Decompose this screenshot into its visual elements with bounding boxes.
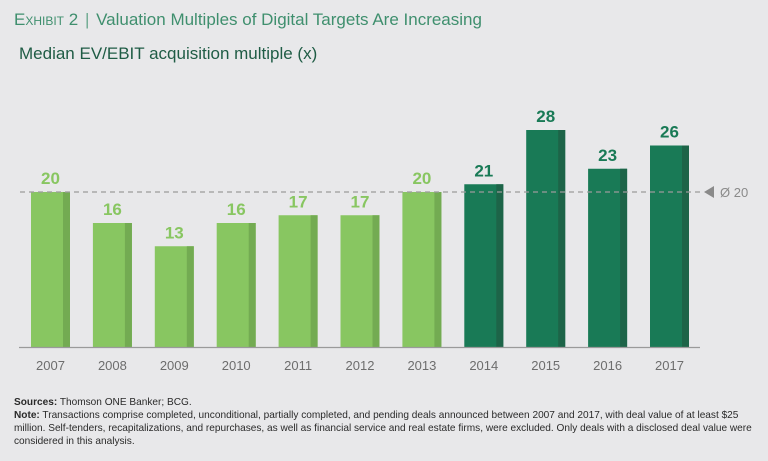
bar-shade bbox=[372, 215, 380, 347]
exhibit-title: Exhibit 2 | Valuation Multiples of Digit… bbox=[14, 10, 482, 30]
data-label-2016: 23 bbox=[598, 146, 617, 165]
x-tick-labels-group: 2007 2008 2009 2010 2011 2012 2013 2014 2015 2016… bbox=[36, 358, 684, 373]
bar-2012 bbox=[340, 215, 380, 347]
note-label: Note: bbox=[14, 410, 40, 421]
x-tick-2007: 2007 bbox=[36, 358, 65, 373]
bar-shade bbox=[248, 223, 256, 347]
x-tick-2010: 2010 bbox=[222, 358, 251, 373]
data-label-2007: 20 bbox=[41, 169, 60, 188]
bar-2015 bbox=[526, 130, 566, 347]
sources-line: Sources: Thomson ONE Banker; BCG. bbox=[14, 396, 759, 409]
exhibit-title-text: Valuation Multiples of Digital Targets A… bbox=[96, 10, 482, 29]
bar-2011 bbox=[278, 215, 318, 347]
bar-shade bbox=[310, 215, 318, 347]
data-label-2015: 28 bbox=[536, 107, 555, 126]
note-text: Transactions comprise completed, uncondi… bbox=[14, 410, 752, 447]
bar-2014 bbox=[464, 184, 504, 347]
average-marker-triangle-icon bbox=[704, 186, 714, 198]
bar-shade bbox=[682, 145, 689, 347]
data-labels-group: 20 16 13 16 17 17 20 21 28 23 26 bbox=[41, 107, 679, 242]
data-label-2009: 13 bbox=[165, 223, 184, 242]
title-separator: | bbox=[84, 10, 90, 29]
data-label-2008: 16 bbox=[103, 200, 122, 219]
note-line: Note: Transactions comprise completed, u… bbox=[14, 409, 759, 448]
bar-shade bbox=[63, 192, 70, 347]
bars-group bbox=[31, 130, 689, 347]
bar-2007 bbox=[31, 192, 70, 347]
data-label-2010: 16 bbox=[227, 200, 246, 219]
bar-2016 bbox=[588, 168, 628, 347]
bar-2013 bbox=[402, 192, 442, 347]
x-tick-2016: 2016 bbox=[593, 358, 622, 373]
footnotes: Sources: Thomson ONE Banker; BCG. Note: … bbox=[14, 396, 759, 448]
x-tick-2008: 2008 bbox=[98, 358, 127, 373]
chart-subtitle: Median EV/EBIT acquisition multiple (x) bbox=[19, 44, 318, 63]
data-label-2013: 20 bbox=[412, 169, 431, 188]
data-label-2012: 17 bbox=[351, 192, 370, 211]
exhibit-label: Exhibit 2 bbox=[14, 10, 79, 29]
bar-shade bbox=[124, 223, 132, 347]
sources-label: Sources: bbox=[14, 397, 58, 408]
sources-text: Thomson ONE Banker; BCG. bbox=[57, 397, 192, 408]
x-tick-2012: 2012 bbox=[346, 358, 375, 373]
bar-shade bbox=[496, 184, 504, 347]
bar-2017 bbox=[650, 145, 689, 347]
x-tick-2009: 2009 bbox=[160, 358, 189, 373]
data-label-2014: 21 bbox=[474, 161, 493, 180]
bar-shade bbox=[620, 168, 628, 347]
x-tick-2015: 2015 bbox=[531, 358, 560, 373]
bar-2008 bbox=[92, 223, 132, 347]
bar-2009 bbox=[154, 246, 194, 347]
data-label-2017: 26 bbox=[660, 123, 679, 142]
x-tick-2013: 2013 bbox=[407, 358, 436, 373]
x-tick-2014: 2014 bbox=[469, 358, 498, 373]
average-reference-label: Ø 20 bbox=[720, 185, 748, 200]
x-tick-2017: 2017 bbox=[655, 358, 684, 373]
data-label-2011: 17 bbox=[289, 192, 308, 211]
bar-shade bbox=[434, 192, 442, 347]
bar-2010 bbox=[216, 223, 256, 347]
bar-shade bbox=[558, 130, 566, 347]
bar-shade bbox=[186, 246, 194, 347]
x-tick-2011: 2011 bbox=[284, 358, 312, 373]
